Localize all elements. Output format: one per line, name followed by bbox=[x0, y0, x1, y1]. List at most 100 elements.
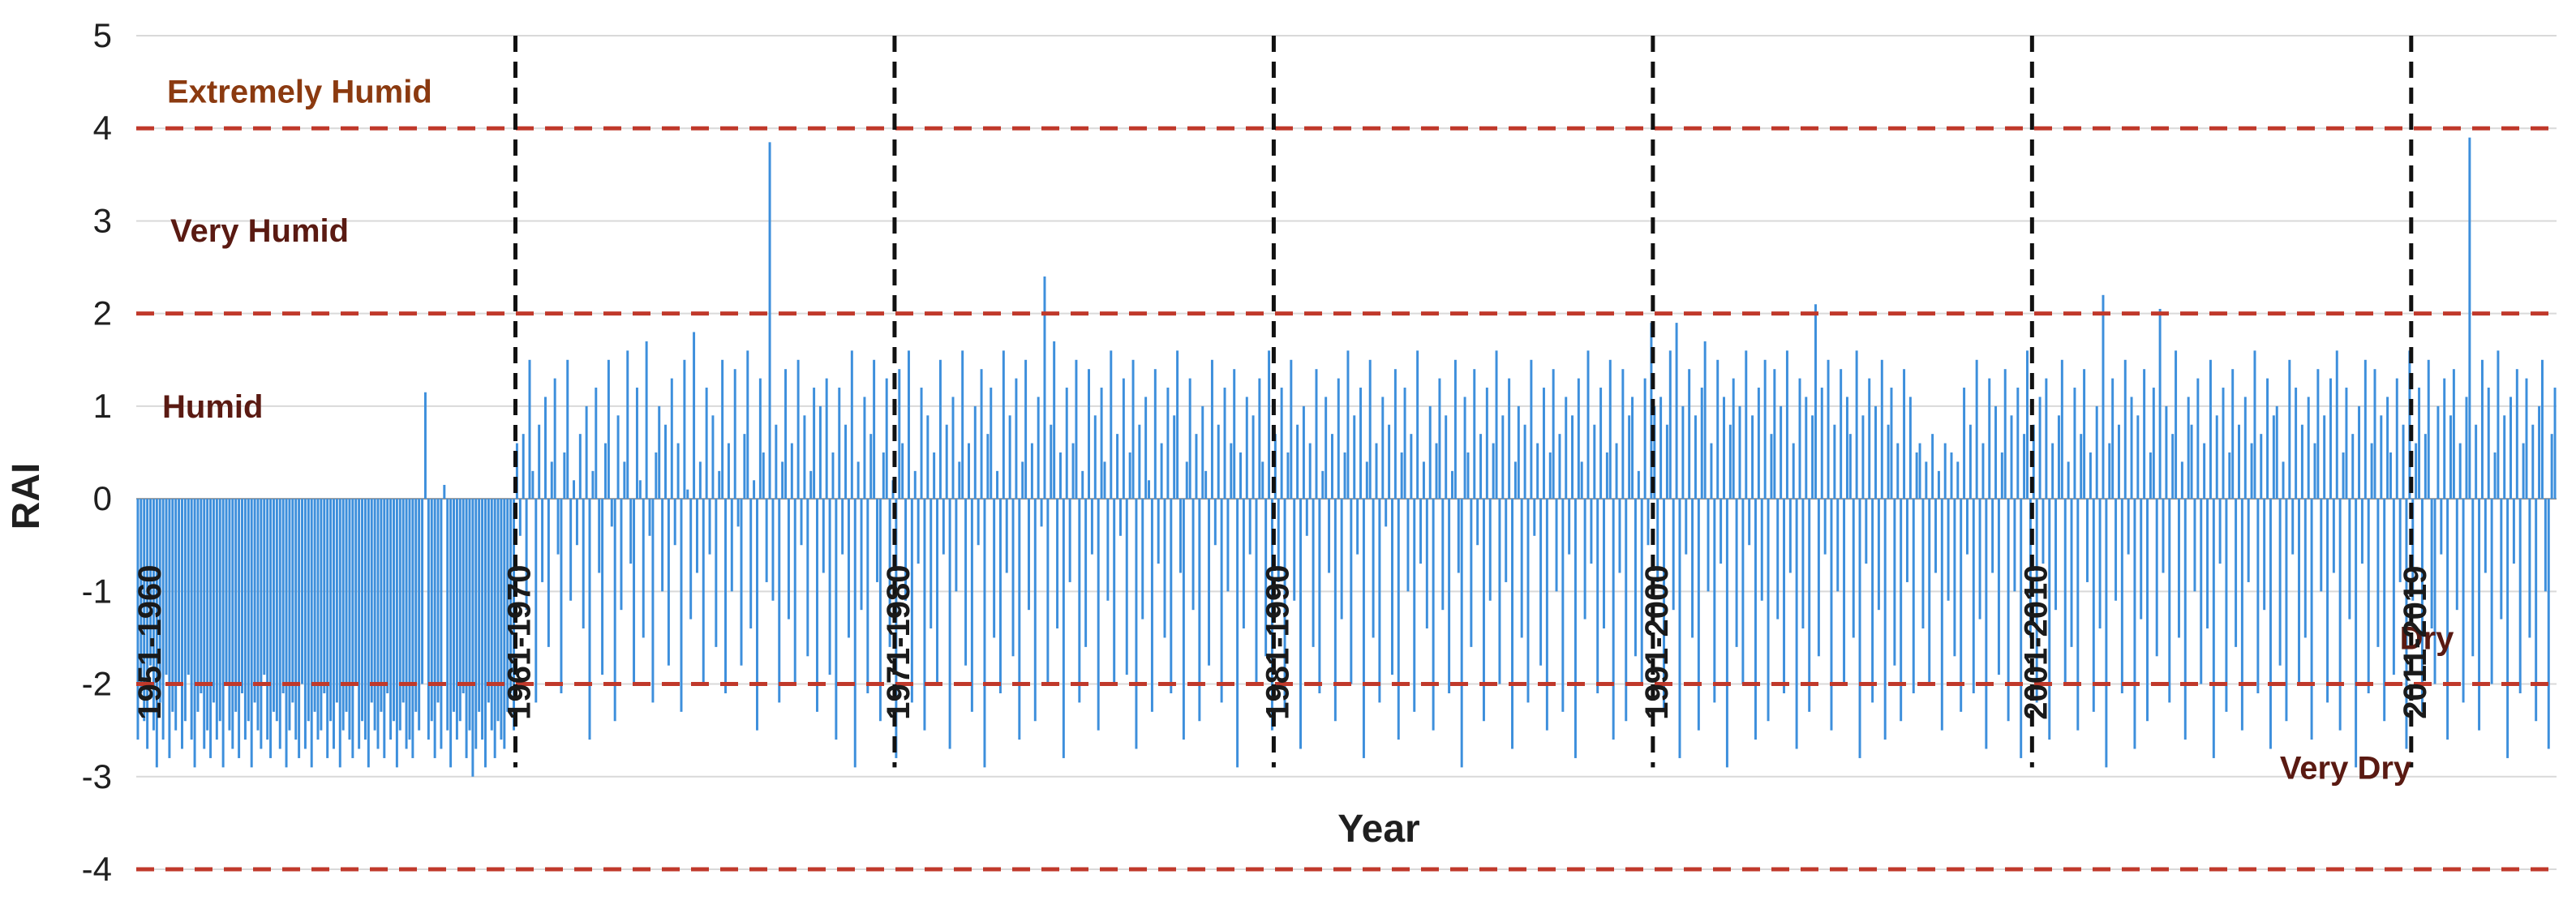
bar bbox=[831, 452, 835, 500]
bar bbox=[2238, 424, 2240, 500]
decade-label: 1971-1980 bbox=[881, 565, 917, 720]
bar bbox=[876, 499, 878, 582]
bar bbox=[2111, 378, 2114, 500]
bar bbox=[1182, 499, 1185, 740]
bar bbox=[1963, 388, 1966, 500]
bar bbox=[1665, 424, 1668, 500]
bar bbox=[1024, 359, 1028, 500]
bar bbox=[1005, 499, 1008, 573]
bar bbox=[938, 359, 942, 500]
bar bbox=[749, 499, 753, 629]
bar bbox=[1150, 499, 1153, 712]
bar bbox=[2162, 499, 2165, 573]
bar bbox=[341, 499, 345, 731]
bar bbox=[1940, 499, 1943, 731]
y-tick-label: -3 bbox=[82, 757, 112, 795]
bar bbox=[2531, 424, 2535, 500]
bar bbox=[446, 499, 449, 731]
bar bbox=[961, 350, 964, 500]
bar bbox=[2484, 499, 2487, 573]
bar bbox=[1463, 397, 1466, 500]
bar bbox=[1453, 359, 1457, 500]
bar bbox=[2133, 499, 2136, 749]
bar bbox=[860, 499, 863, 611]
bar bbox=[1451, 470, 1453, 500]
bar bbox=[1340, 499, 1343, 620]
bar bbox=[1138, 424, 1141, 500]
bar bbox=[1093, 415, 1097, 500]
bar bbox=[1991, 499, 1994, 573]
bar bbox=[2367, 499, 2370, 693]
bar bbox=[1586, 350, 1590, 500]
bar bbox=[595, 388, 598, 500]
bar bbox=[1198, 499, 1201, 722]
bar bbox=[945, 424, 948, 500]
decade-label: 2011-2019 bbox=[2398, 566, 2433, 719]
bar bbox=[1053, 341, 1056, 500]
bar bbox=[2016, 388, 2020, 500]
bar bbox=[1599, 388, 1603, 500]
bar bbox=[850, 350, 853, 500]
bar bbox=[1956, 461, 1960, 500]
bar bbox=[1188, 378, 1191, 500]
bar bbox=[582, 499, 585, 629]
bar bbox=[1868, 378, 1871, 500]
decade-label: 1951-1960 bbox=[132, 565, 168, 720]
bar bbox=[1350, 499, 1353, 684]
bar bbox=[1179, 499, 1182, 573]
bar bbox=[1997, 499, 2000, 675]
bar bbox=[2440, 499, 2443, 555]
bar bbox=[1400, 452, 1403, 500]
bar bbox=[790, 443, 793, 500]
bar bbox=[2178, 499, 2180, 638]
bar bbox=[256, 499, 260, 731]
bar bbox=[942, 499, 945, 555]
bar bbox=[149, 499, 152, 666]
bar bbox=[920, 388, 923, 500]
bar bbox=[1135, 499, 1138, 749]
bar bbox=[796, 359, 800, 500]
bar bbox=[841, 499, 844, 555]
bar bbox=[462, 499, 465, 693]
bar bbox=[762, 452, 765, 500]
bar bbox=[525, 499, 528, 611]
bar bbox=[1574, 499, 1577, 758]
bar bbox=[1678, 499, 1681, 758]
y-tick-label: 3 bbox=[93, 201, 112, 239]
bar bbox=[1748, 499, 1751, 546]
bar bbox=[2402, 424, 2405, 500]
zone-labels: Extremely Humid Very Humid Humid Dry Very Dr… bbox=[162, 75, 2454, 787]
bar bbox=[2471, 499, 2475, 657]
bar bbox=[1978, 499, 1981, 620]
bar bbox=[320, 499, 323, 731]
bar bbox=[1865, 499, 1868, 564]
bar bbox=[1226, 499, 1230, 592]
bar bbox=[1590, 499, 1593, 564]
bar bbox=[1148, 480, 1151, 500]
bar bbox=[430, 499, 433, 722]
bar bbox=[535, 499, 538, 703]
bar bbox=[2392, 499, 2395, 675]
bar bbox=[2512, 499, 2515, 564]
bar bbox=[370, 499, 373, 703]
bar bbox=[1830, 499, 1833, 731]
bar bbox=[2250, 443, 2253, 500]
bar bbox=[863, 397, 866, 500]
bar bbox=[901, 443, 904, 500]
bar bbox=[2515, 369, 2518, 500]
bar bbox=[1783, 499, 1786, 693]
bar bbox=[358, 499, 361, 749]
bar bbox=[768, 142, 771, 500]
bar bbox=[702, 499, 705, 684]
y-tick-label: 4 bbox=[93, 109, 112, 147]
bar bbox=[1337, 378, 1340, 500]
bar bbox=[1230, 443, 1233, 500]
bar bbox=[818, 405, 822, 500]
bar bbox=[746, 350, 749, 500]
bar bbox=[1368, 359, 1372, 500]
bar bbox=[977, 499, 980, 546]
bar bbox=[2540, 359, 2544, 500]
bar bbox=[1725, 499, 1728, 768]
bar bbox=[2553, 388, 2557, 500]
bar bbox=[2067, 461, 2070, 500]
